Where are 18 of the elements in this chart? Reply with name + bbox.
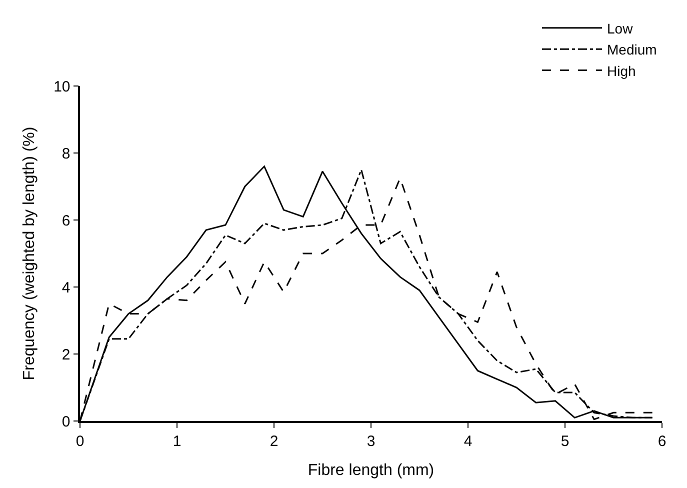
y-axis-title: Frequency (weighted by length) (%) — [20, 126, 38, 380]
x-tick-label: 3 — [366, 432, 376, 450]
y-tick-label: 2 — [62, 346, 70, 364]
y-tick-label: 8 — [62, 145, 70, 162]
x-tick-label: 1 — [172, 432, 182, 450]
x-tick-label: 2 — [270, 432, 278, 450]
x-axis-title: Fibre length (mm) — [308, 462, 434, 479]
legend-label: High — [607, 62, 636, 79]
y-tick-label: 6 — [62, 212, 70, 230]
x-tick-label: 0 — [76, 432, 84, 450]
x-tick-label: 5 — [560, 432, 570, 450]
x-tick-label: 4 — [464, 432, 472, 450]
x-tick-label: 6 — [658, 432, 666, 450]
y-tick-label: 4 — [62, 279, 70, 296]
legend-label: Low — [607, 20, 634, 36]
y-tick-label: 10 — [54, 78, 70, 96]
legend-label: Medium — [607, 42, 657, 58]
y-tick-label: 0 — [62, 413, 70, 430]
